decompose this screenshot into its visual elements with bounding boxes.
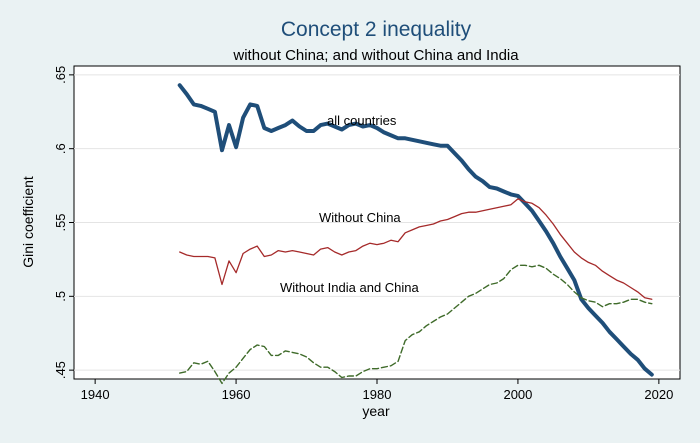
y-tick-label: .45	[53, 361, 68, 379]
chart-subtitle: without China; and without China and Ind…	[232, 47, 519, 64]
series-line-without-china	[179, 198, 653, 300]
y-tick-label: .65	[53, 66, 68, 84]
series-label-all-countries: all countries	[327, 113, 397, 128]
y-tick-label: .55	[53, 213, 68, 231]
x-tick-label: 2000	[503, 387, 532, 402]
series-label-without-china: Without China	[319, 210, 401, 225]
series-lines	[177, 83, 654, 385]
y-tick-label: .5	[53, 291, 68, 302]
y-axis-title: Gini coefficient	[20, 176, 36, 268]
series-line-without-india-and-china	[178, 264, 653, 385]
series-labels: all countries Without China Without Indi…	[280, 113, 420, 295]
x-tick-label: 1980	[363, 387, 392, 402]
axes: .45 .5 .55 .6 .65 1940 1960 1980 2000 2020	[53, 66, 673, 402]
chart-title: Concept 2 inequality	[281, 18, 472, 41]
x-axis-title: year	[362, 403, 390, 419]
series-line-all-countries	[177, 83, 654, 377]
x-tick-label: 2020	[644, 387, 673, 402]
x-tick-label: 1960	[222, 387, 251, 402]
series-label-without-india-and-china: Without India and China	[280, 280, 420, 295]
x-tick-label: 1940	[81, 387, 110, 402]
y-tick-label: .6	[53, 143, 68, 154]
